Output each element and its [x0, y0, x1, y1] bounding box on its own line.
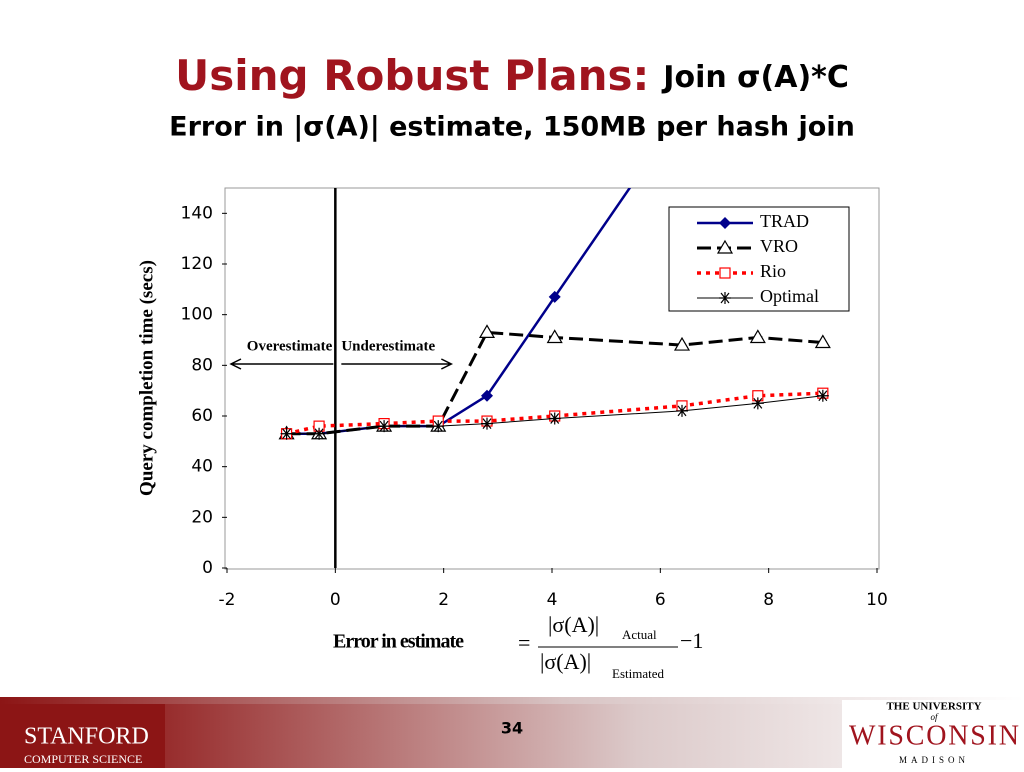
- marker: [548, 412, 561, 425]
- y-tick-label: 40: [191, 457, 213, 477]
- y-tick-label: 0: [202, 558, 213, 578]
- legend-marker: [719, 217, 731, 229]
- stanford-name: STANFORD: [24, 724, 149, 750]
- legend-label: TRAD: [760, 211, 809, 231]
- legend-marker: [716, 239, 734, 254]
- page-number: 34: [501, 719, 523, 738]
- x-tick-label: -2: [219, 590, 236, 610]
- x-tick-label: 8: [763, 590, 774, 610]
- wisconsin-bottom: MADISON: [899, 755, 969, 765]
- arrow: [229, 358, 334, 370]
- marker: [548, 290, 561, 303]
- x-tick-label: 6: [655, 590, 666, 610]
- legend-marker: [719, 292, 731, 304]
- formula-num: |σ(A)|: [548, 612, 599, 637]
- wisconsin-name: WISCONSIN: [849, 720, 1019, 751]
- marker: [749, 329, 766, 344]
- formula-den: |σ(A)|: [540, 649, 591, 674]
- legend-label: Optimal: [760, 286, 819, 306]
- marker: [676, 404, 688, 417]
- marker: [478, 324, 496, 338]
- title-suffix: Join σ(A)*C: [661, 60, 849, 95]
- marker: [313, 427, 326, 440]
- x-tick-label: 10: [866, 590, 888, 610]
- formula-lhs: Error in estimate: [333, 631, 464, 653]
- legend: [668, 206, 850, 312]
- marker: [481, 389, 493, 402]
- footer-band: [0, 697, 1024, 704]
- arrow: [341, 358, 454, 370]
- annotation: Overestimate: [247, 338, 333, 354]
- marker: [546, 329, 563, 344]
- y-tick-label: 80: [191, 355, 213, 375]
- y-tick-label: 100: [181, 305, 213, 325]
- marker: [673, 336, 691, 351]
- y-axis-label: Query completion time (secs): [136, 260, 157, 496]
- formula-den-sub: Estimated: [612, 666, 664, 681]
- legend-label: VRO: [760, 236, 798, 256]
- marker: [481, 417, 493, 430]
- y-tick-label: 140: [181, 203, 213, 223]
- subtitle: Error in |σ(A)| estimate, 150MB per hash…: [169, 112, 855, 143]
- formula-tail: −1: [680, 628, 703, 653]
- stanford-sub: COMPUTER SCIENCE: [24, 752, 142, 766]
- y-tick-label: 60: [191, 406, 213, 426]
- series-line: [286, 330, 823, 436]
- annotation: Underestimate: [341, 338, 435, 354]
- marker: [280, 427, 293, 440]
- slide-title: Using Robust Plans: Join σ(A)*C: [175, 51, 849, 100]
- stanford-logo: [0, 704, 165, 768]
- marker: [816, 389, 829, 402]
- marker: [432, 420, 445, 433]
- formula: Error in estimate = |σ(A)| Actual |σ(A)|…: [333, 612, 703, 681]
- wisconsin-of: of: [930, 712, 939, 722]
- plot-series: [278, 0, 831, 440]
- y-tick-label: 20: [191, 507, 213, 527]
- marker: [814, 334, 831, 349]
- marker: [751, 397, 764, 410]
- formula-eq: =: [518, 630, 530, 655]
- y-tick-label: 120: [181, 254, 213, 274]
- marker: [378, 420, 391, 433]
- title-main: Using Robust Plans:: [175, 51, 649, 100]
- formula-num-sub: Actual: [622, 627, 657, 642]
- x-tick-label: 2: [438, 590, 449, 610]
- wisconsin-logo: [842, 700, 1024, 768]
- marker: [752, 0, 764, 9]
- legend-label: Rio: [760, 261, 786, 281]
- legend-marker: [719, 267, 731, 279]
- x-tick-label: 4: [547, 590, 558, 610]
- wisconsin-top: THE UNIVERSITY: [886, 701, 981, 713]
- x-tick-label: 0: [330, 590, 341, 610]
